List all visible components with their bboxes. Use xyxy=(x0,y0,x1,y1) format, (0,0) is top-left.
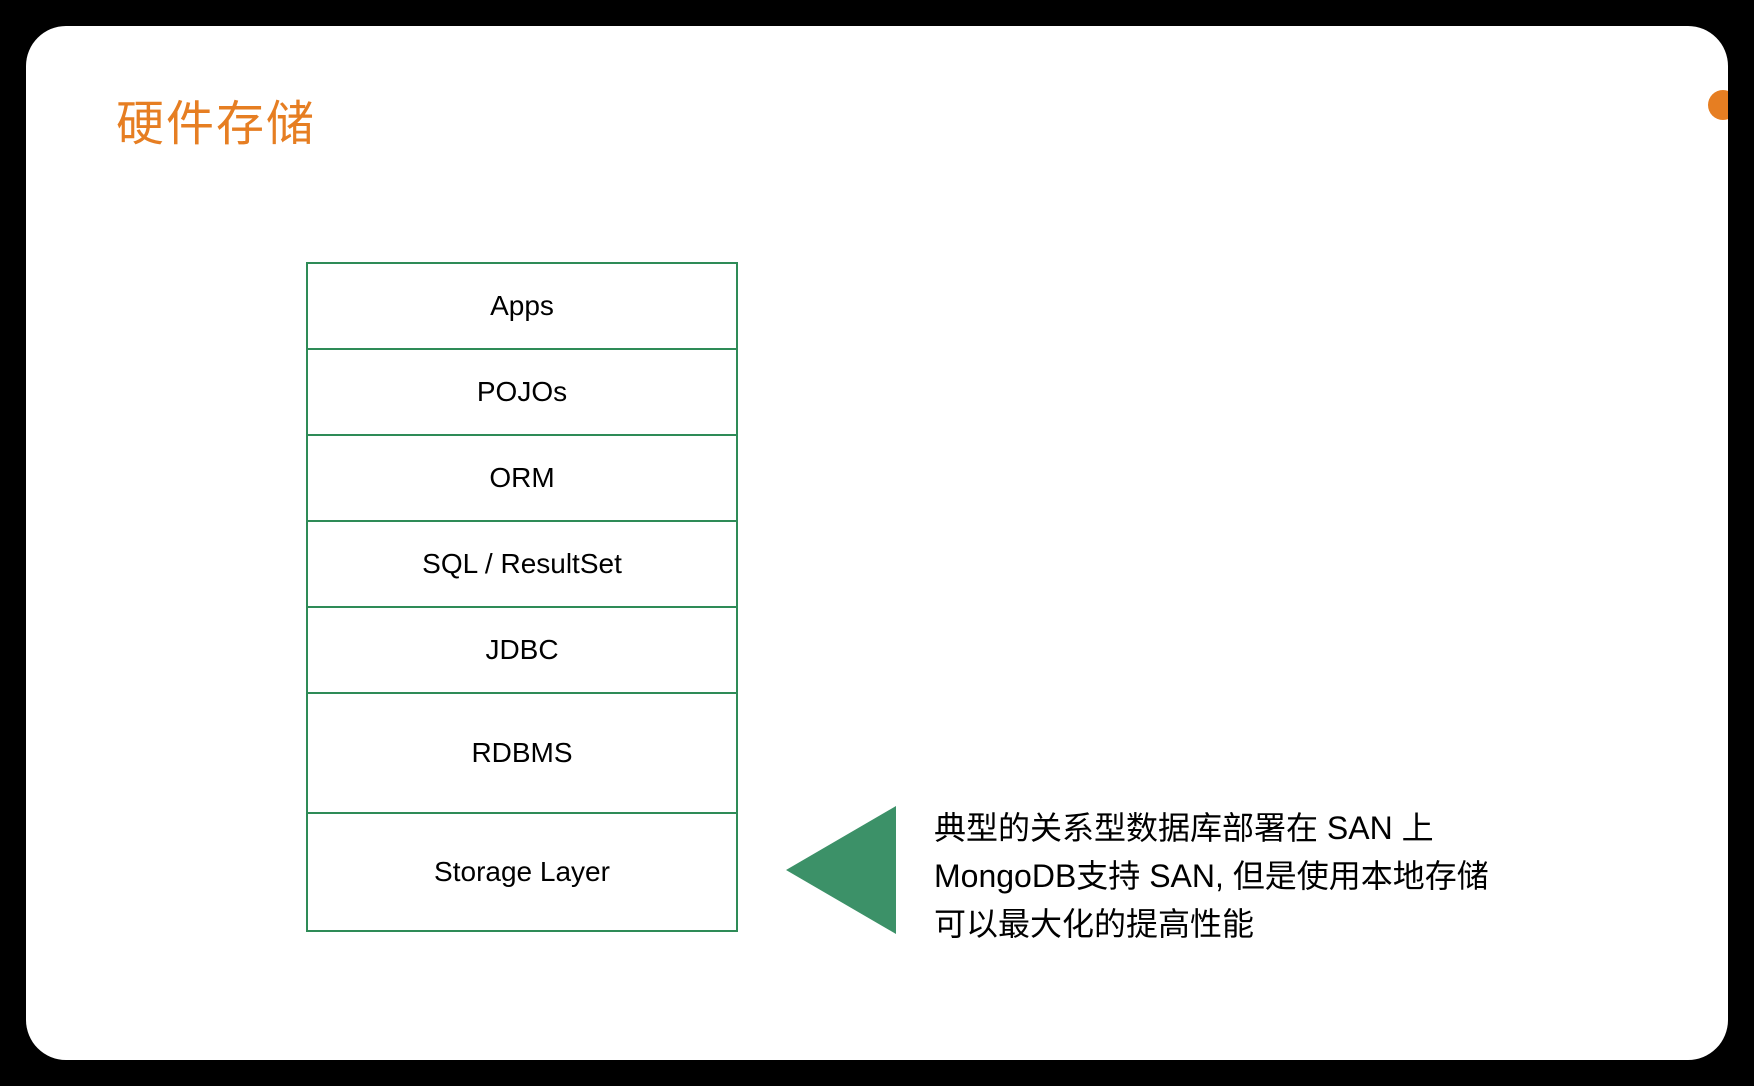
stack-layer-label: ORM xyxy=(489,462,554,494)
stack-layer-label: POJOs xyxy=(477,376,567,408)
annotation-line: 典型的关系型数据库部署在 SAN 上 xyxy=(934,804,1489,852)
stack-layer-label: Storage Layer xyxy=(434,856,610,888)
slide-title: 硬件存储 xyxy=(116,84,316,154)
slide-container: 硬件存储 Apps POJOs ORM SQL / ResultSet JDBC… xyxy=(26,26,1728,1060)
stack-layer-rdbms: RDBMS xyxy=(306,692,738,812)
stack-layer-label: SQL / ResultSet xyxy=(422,548,622,580)
stack-layer-storage: Storage Layer xyxy=(306,812,738,932)
stack-layer-label: JDBC xyxy=(485,634,558,666)
stack-layer-label: RDBMS xyxy=(471,737,572,769)
stack-layer-apps: Apps xyxy=(306,262,738,348)
stack-layer-jdbc: JDBC xyxy=(306,606,738,692)
accent-dot xyxy=(1708,90,1728,120)
stack-diagram: Apps POJOs ORM SQL / ResultSet JDBC RDBM… xyxy=(306,262,738,932)
annotation-line: 可以最大化的提高性能 xyxy=(934,900,1489,948)
stack-layer-orm: ORM xyxy=(306,434,738,520)
stack-layer-sql: SQL / ResultSet xyxy=(306,520,738,606)
stack-layer-label: Apps xyxy=(490,290,554,322)
annotation-line: MongoDB支持 SAN, 但是使用本地存储 xyxy=(934,852,1489,900)
stack-layer-pojos: POJOs xyxy=(306,348,738,434)
callout-annotation: 典型的关系型数据库部署在 SAN 上 MongoDB支持 SAN, 但是使用本地… xyxy=(934,804,1489,948)
callout-arrow-icon xyxy=(786,806,896,934)
